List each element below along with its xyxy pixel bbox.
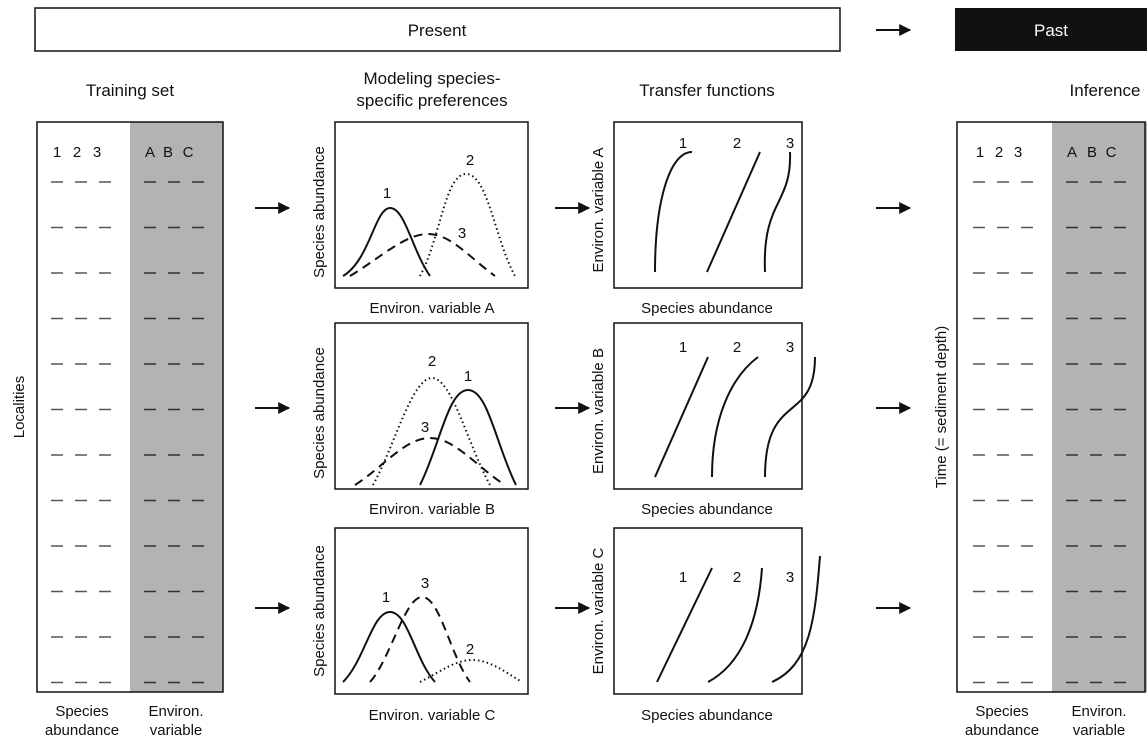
training-side-label: Localities <box>11 376 28 439</box>
transfer-curve-3 <box>771 555 821 683</box>
modeling-a-ylabel: Species abundance <box>311 146 328 278</box>
modeling-c-xlabel: Environ. variable C <box>369 707 496 724</box>
modeling-b-ylabel: Species abundance <box>311 347 328 479</box>
inference-bottom-right-1: Environ. <box>1071 703 1126 720</box>
transfer-a-ylabel: Environ. variable A <box>590 147 607 272</box>
training-env-fill <box>130 122 223 692</box>
modeling-b-xlabel: Environ. variable B <box>369 501 495 518</box>
modeling-panel-b: 2 1 3 <box>334 322 529 490</box>
training-env-A: A <box>145 144 155 161</box>
transfer-label-2: 2 <box>733 339 741 356</box>
curve-label-3: 3 <box>458 225 466 242</box>
curve-label-2: 2 <box>428 353 436 370</box>
transfer-panel-b: 1 2 3 <box>613 322 816 490</box>
inference-env-C: C <box>1106 144 1117 161</box>
training-species-3: 3 <box>93 144 101 161</box>
transfer-label-3: 3 <box>786 135 794 152</box>
modeling-panel-a: 1 2 3 <box>334 121 529 289</box>
transfer-label-1: 1 <box>679 339 687 356</box>
past-header: Past <box>955 8 1147 51</box>
curve-label-1: 1 <box>383 185 391 202</box>
inference-bottom-left-2: abundance <box>965 722 1039 739</box>
inference-bottom-right-2: variable <box>1073 722 1126 739</box>
training-title: Training set <box>86 81 174 100</box>
modeling-title-line1: Modeling species- <box>363 69 500 88</box>
transfer-c-ylabel: Environ. variable C <box>590 547 607 674</box>
inference-species-3: 3 <box>1014 144 1022 161</box>
training-table: 1 2 3 A B C <box>36 121 224 693</box>
inference-species-2: 2 <box>995 144 1003 161</box>
transfer-curve-2 <box>707 567 763 683</box>
inference-env-fill <box>1052 122 1147 692</box>
curve-label-1: 1 <box>382 589 390 606</box>
training-bottom-right-1: Environ. <box>148 703 203 720</box>
transfer-a-xlabel: Species abundance <box>641 300 773 317</box>
transfer-label-3: 3 <box>786 339 794 356</box>
flow-arrows <box>255 202 912 614</box>
transfer-c-xlabel: Species abundance <box>641 707 773 724</box>
past-label: Past <box>1034 21 1068 40</box>
curve-species-2 <box>372 376 491 486</box>
training-env-C: C <box>183 144 194 161</box>
inference-env-B: B <box>1087 144 1097 161</box>
curve-species-1 <box>342 206 431 277</box>
transfer-curve-3 <box>764 356 816 478</box>
transfer-label-1: 1 <box>679 135 687 152</box>
curve-species-2 <box>419 172 516 277</box>
present-header: Present <box>34 7 841 52</box>
present-label: Present <box>408 21 467 40</box>
transfer-b-ylabel: Environ. variable B <box>590 348 607 474</box>
training-bottom-left-1: Species <box>55 703 108 720</box>
transfer-title: Transfer functions <box>639 81 774 100</box>
training-bottom-right-2: variable <box>150 722 203 739</box>
transfer-curve-2 <box>711 356 759 478</box>
transfer-curve-1 <box>654 151 693 273</box>
inference-headers: 1 2 3 A B C <box>976 144 1117 161</box>
curve-species-1 <box>342 610 436 683</box>
training-headers: 1 2 3 A B C <box>53 144 194 161</box>
inference-species-1: 1 <box>976 144 984 161</box>
curve-label-3: 3 <box>421 419 429 436</box>
transfer-panel-a: 1 2 3 <box>613 121 803 289</box>
curve-species-3 <box>369 595 471 683</box>
inference-title: Inference <box>1070 81 1141 100</box>
curve-label-3: 3 <box>421 575 429 592</box>
inference-env-A: A <box>1067 144 1077 161</box>
transfer-curve-1 <box>654 356 709 478</box>
transfer-curve-1 <box>656 567 713 683</box>
transfer-curve-2 <box>706 151 761 273</box>
training-bottom-left-2: abundance <box>45 722 119 739</box>
transfer-label-2: 2 <box>733 135 741 152</box>
training-env-B: B <box>163 144 173 161</box>
inference-rows <box>973 181 1126 684</box>
curve-species-3 <box>349 232 496 277</box>
curve-species-2 <box>419 658 523 683</box>
curve-species-1 <box>419 388 517 486</box>
inference-bottom-left-1: Species <box>975 703 1028 720</box>
transfer-panel-c: 1 2 3 <box>613 527 821 695</box>
curve-label-2: 2 <box>466 152 474 169</box>
curve-label-2: 2 <box>466 641 474 658</box>
inference-side-label: Time (= sediment depth) <box>933 326 950 488</box>
transfer-label-1: 1 <box>679 569 687 586</box>
transfer-curve-3 <box>763 151 792 273</box>
curve-species-3 <box>354 436 506 486</box>
modeling-a-xlabel: Environ. variable A <box>369 300 494 317</box>
training-species-2: 2 <box>73 144 81 161</box>
curve-label-1: 1 <box>464 368 472 385</box>
modeling-panel-c: 1 3 2 <box>334 527 529 695</box>
transfer-b-xlabel: Species abundance <box>641 501 773 518</box>
inference-table: 1 2 3 A B C <box>956 121 1147 693</box>
modeling-title-line2: specific preferences <box>356 91 507 110</box>
modeling-c-ylabel: Species abundance <box>311 545 328 677</box>
transfer-label-3: 3 <box>786 569 794 586</box>
transfer-label-2: 2 <box>733 569 741 586</box>
training-rows <box>51 181 204 684</box>
training-species-1: 1 <box>53 144 61 161</box>
